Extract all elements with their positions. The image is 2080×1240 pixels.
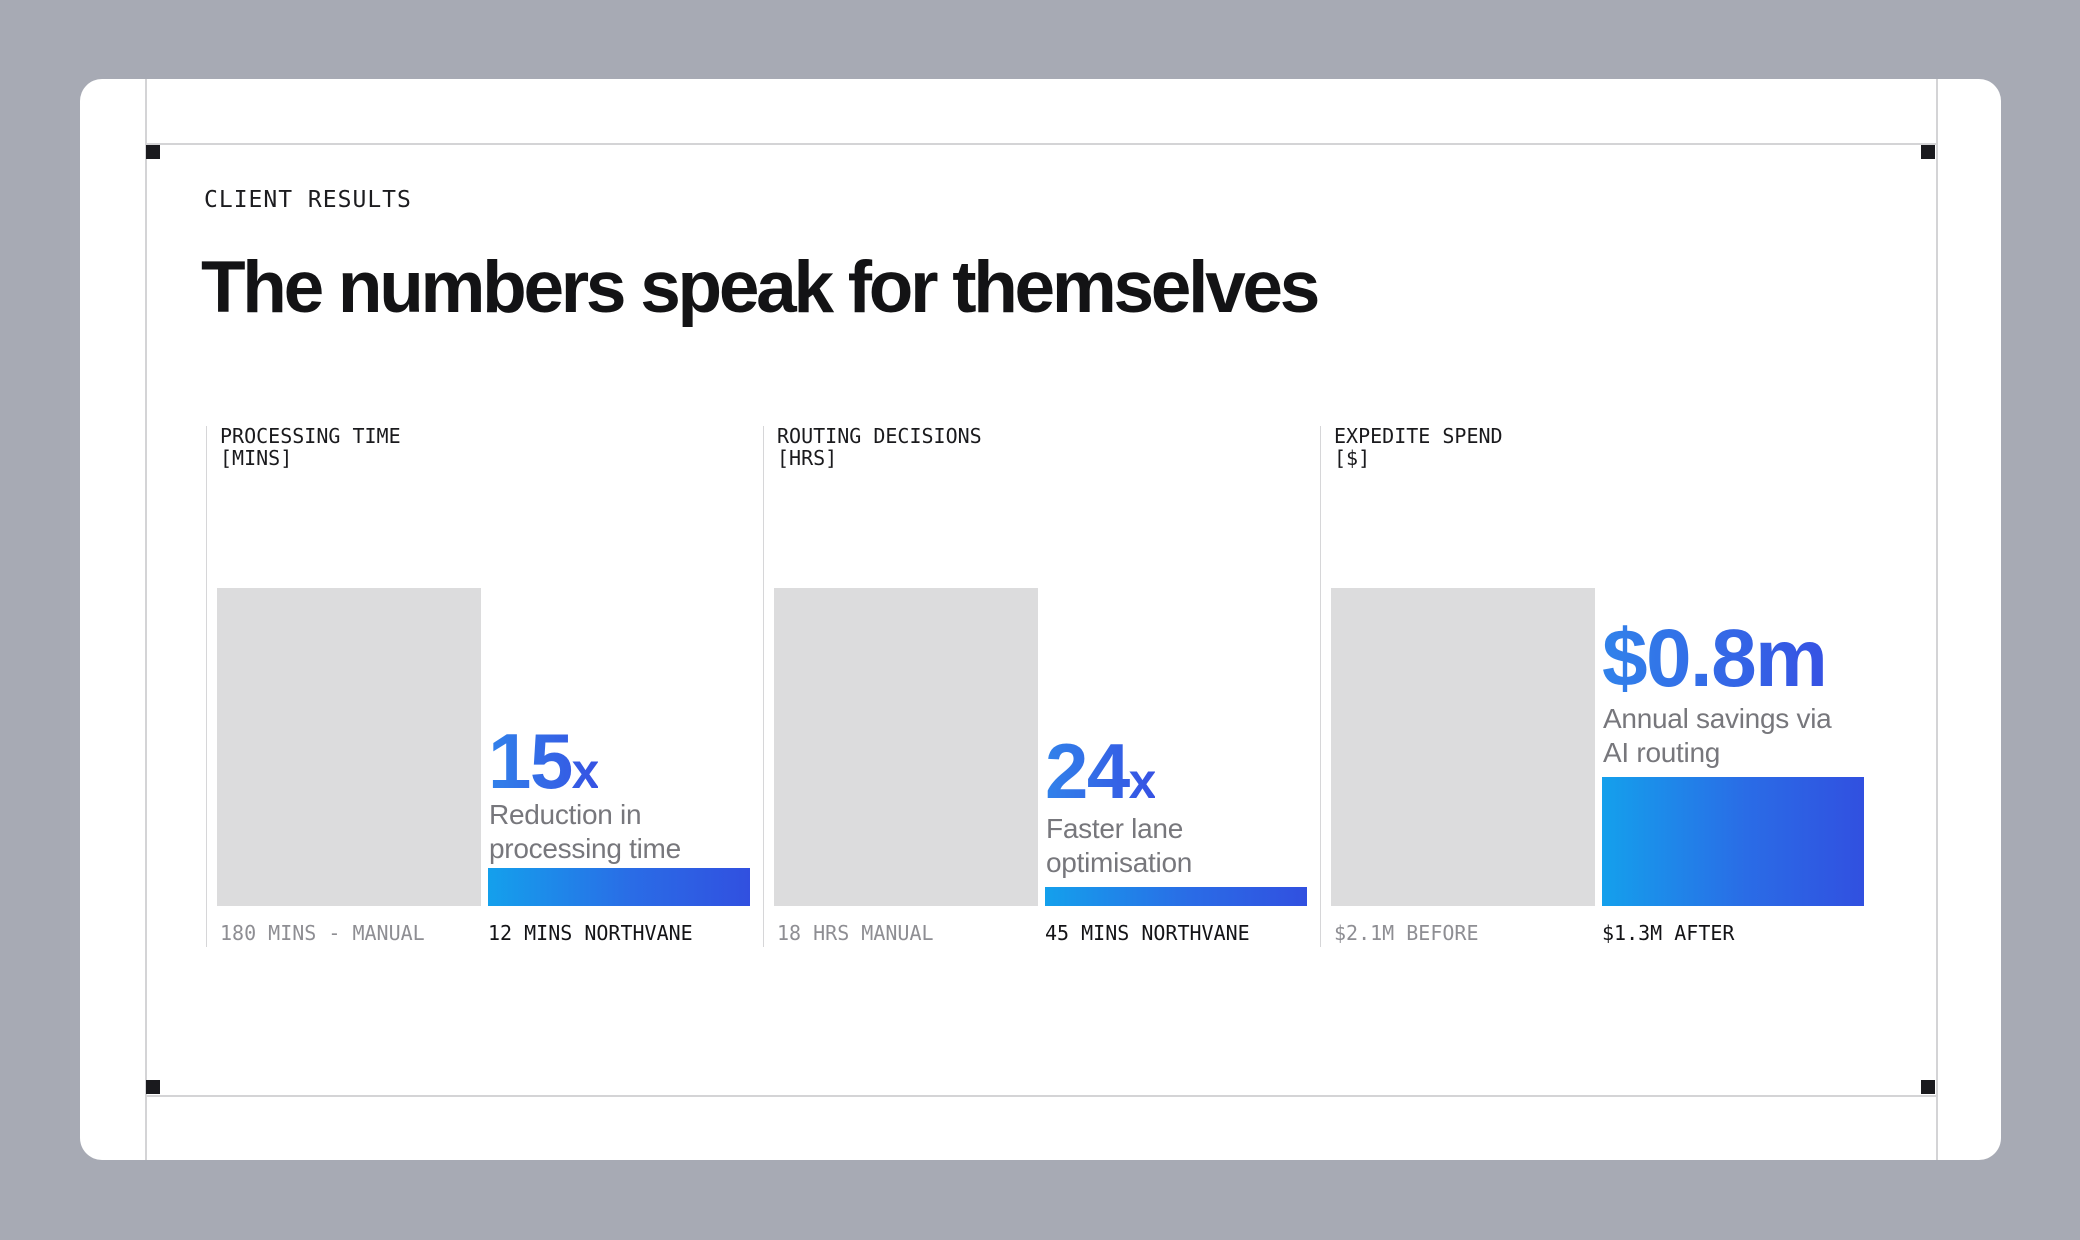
guide-line-left (145, 79, 147, 1160)
panel-label-line1: EXPEDITE SPEND (1334, 424, 1503, 448)
stat-description: Faster lane optimisation (1046, 812, 1192, 880)
panel-label-line2: [$] (1334, 446, 1371, 470)
stat-description: Reduction in processing time (489, 798, 681, 866)
stat-suffix: x (571, 743, 598, 799)
after-bar-label: 45 MINS NORTHVANE (1045, 921, 1250, 945)
stat-description-line2: AI routing (1603, 737, 1721, 768)
bar-after (1045, 887, 1307, 906)
stat-description-line2: optimisation (1046, 847, 1193, 878)
stat-description-line1: Reduction in (489, 799, 642, 830)
slide-title: The numbers speak for themselves (201, 247, 1320, 328)
guide-line-bottom (145, 1095, 1937, 1097)
bar-after (1602, 777, 1864, 906)
selection-handle-top-right[interactable] (1921, 145, 1935, 159)
slide-card: CLIENT RESULTS The numbers speak for the… (80, 79, 2001, 1160)
panel-label: EXPEDITE SPEND [$] (1334, 425, 1503, 469)
before-bar-label: $2.1M BEFORE (1334, 921, 1479, 945)
panel-label-line1: ROUTING DECISIONS (777, 424, 982, 448)
stat-description-line1: Faster lane (1046, 813, 1183, 844)
bar-before (1331, 588, 1595, 906)
stat-value: 15 (488, 717, 572, 805)
guide-line-top (145, 143, 1937, 145)
metric-panel-expedite-spend: EXPEDITE SPEND [$] $0.8m Annual savings v… (1320, 425, 1877, 947)
after-bar-label: 12 MINS NORTHVANE (488, 921, 693, 945)
after-bar-label: $1.3M AFTER (1602, 921, 1735, 945)
stat-highlight: $0.8m (1602, 618, 1826, 700)
selection-handle-bottom-left[interactable] (146, 1080, 160, 1094)
stat-highlight: 24x (1045, 732, 1155, 810)
stat-description: Annual savings via AI routing (1603, 702, 1832, 770)
stat-value: $0.8m (1602, 613, 1827, 704)
bar-after (488, 868, 750, 906)
stat-value: 24 (1045, 727, 1129, 815)
stat-highlight: 15x (488, 722, 598, 800)
before-bar-label: 18 HRS MANUAL (777, 921, 934, 945)
panel-label: ROUTING DECISIONS [HRS] (777, 425, 982, 469)
bar-before (217, 588, 481, 906)
panel-label-line2: [MINS] (220, 446, 293, 470)
bar-before (774, 588, 1038, 906)
stat-suffix: x (1128, 753, 1155, 809)
guide-line-right (1936, 79, 1938, 1160)
selection-handle-top-left[interactable] (146, 145, 160, 159)
selection-handle-bottom-right[interactable] (1921, 1080, 1935, 1094)
stat-description-line1: Annual savings via (1603, 703, 1832, 734)
metric-panel-processing-time: PROCESSING TIME [MINS] 15x Reduction in pr… (206, 425, 763, 947)
panel-label-line2: [HRS] (777, 446, 838, 470)
metric-panel-routing-decisions: ROUTING DECISIONS [HRS] 24x Faster lane op… (763, 425, 1320, 947)
panel-label-line1: PROCESSING TIME (220, 424, 401, 448)
eyebrow-label: CLIENT RESULTS (204, 187, 412, 213)
stat-description-line2: processing time (489, 833, 681, 864)
before-bar-label: 180 MINS - MANUAL (220, 921, 425, 945)
panel-label: PROCESSING TIME [MINS] (220, 425, 401, 469)
